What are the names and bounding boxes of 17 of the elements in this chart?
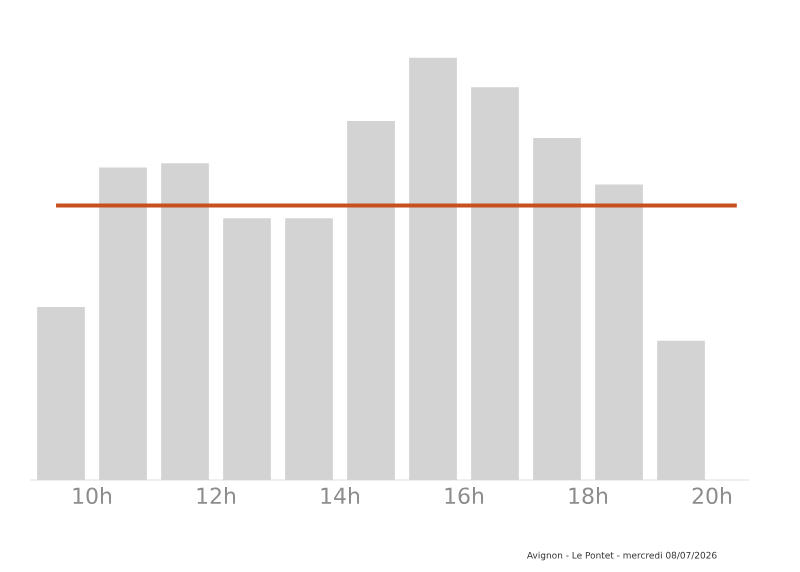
x-tick-label: 18h: [569, 487, 608, 504]
bar: [533, 137, 581, 480]
x-tick-label: 10h: [73, 487, 112, 504]
bar: [161, 163, 209, 480]
x-tick-label: 14h: [321, 487, 360, 504]
bar: [223, 218, 271, 480]
bar: [285, 218, 333, 480]
x-tick-label: 20h: [692, 487, 732, 504]
x-tick-label: 16h: [445, 487, 484, 504]
x-tick-label: 12h: [197, 487, 236, 504]
bar: [409, 57, 457, 480]
bar: [471, 87, 519, 480]
bar: [37, 306, 85, 480]
bar: [347, 121, 395, 480]
bar: [595, 184, 643, 480]
bar: [657, 340, 705, 480]
bar: [99, 167, 147, 480]
